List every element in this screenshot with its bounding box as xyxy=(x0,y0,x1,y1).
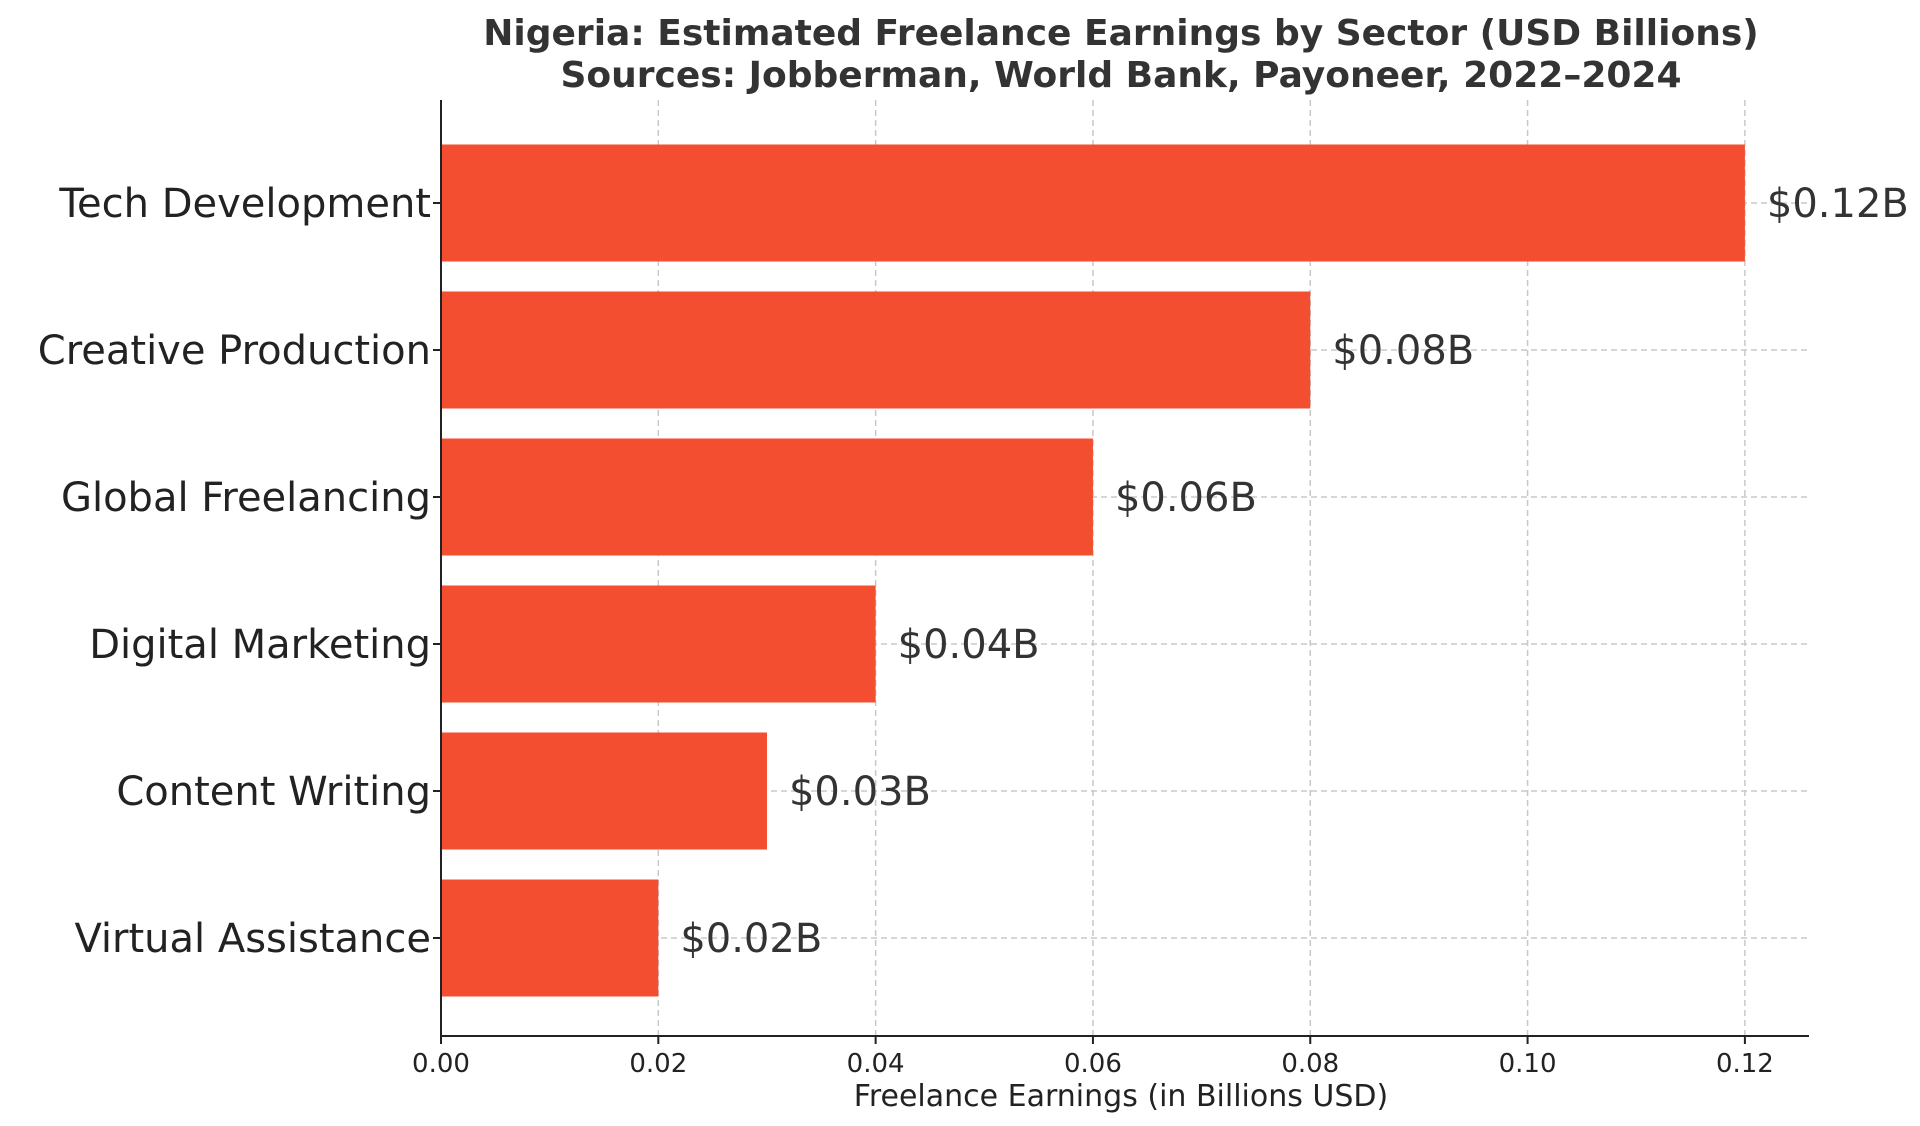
category-label: Tech Development xyxy=(58,181,431,227)
category-label: Global Freelancing xyxy=(61,475,431,521)
bar xyxy=(441,438,1093,556)
labels: 0.00 0.02 0.04 0.06 0.08 0.10 0.12 Tech Develop… xyxy=(38,181,1909,1114)
category-label: Creative Production xyxy=(38,328,431,374)
x-tick-label: 0.06 xyxy=(1064,1049,1122,1079)
category-label: Virtual Assistance xyxy=(74,916,431,962)
value-label: $0.08B xyxy=(1332,328,1474,374)
bar xyxy=(441,879,659,997)
axes xyxy=(433,100,1809,1044)
value-label: $0.03B xyxy=(789,769,931,815)
category-label: Content Writing xyxy=(116,769,431,815)
chart-title-line: Nigeria: Estimated Freelance Earnings by… xyxy=(483,13,1758,54)
x-tick-label: 0.04 xyxy=(847,1049,905,1079)
x-tick-label: 0.12 xyxy=(1716,1049,1774,1079)
chart-title-line: Sources: Jobberman, World Bank, Payoneer… xyxy=(560,55,1681,96)
bar xyxy=(441,585,876,703)
x-axis-label: Freelance Earnings (in Billions USD) xyxy=(854,1079,1388,1114)
x-tick-label: 0.00 xyxy=(412,1049,470,1079)
x-tick-label: 0.10 xyxy=(1499,1049,1557,1079)
bars xyxy=(441,144,1745,997)
chart-title: Nigeria: Estimated Freelance Earnings by… xyxy=(483,13,1758,96)
bar xyxy=(441,732,767,850)
value-label: $0.12B xyxy=(1767,181,1909,227)
value-label: $0.04B xyxy=(898,622,1040,668)
x-tick-label: 0.02 xyxy=(629,1049,687,1079)
x-tick-label: 0.08 xyxy=(1281,1049,1339,1079)
value-label: $0.06B xyxy=(1115,475,1257,521)
category-label: Digital Marketing xyxy=(89,622,431,668)
bar xyxy=(441,291,1311,409)
value-label: $0.02B xyxy=(680,916,822,962)
bar xyxy=(441,144,1745,262)
